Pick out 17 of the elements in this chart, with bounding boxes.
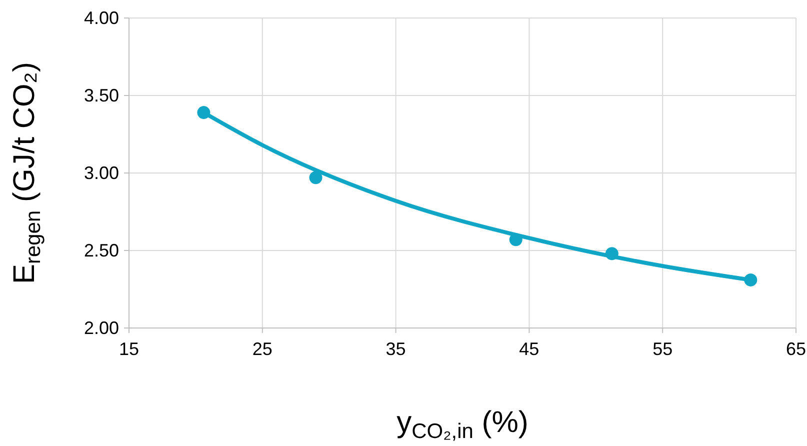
x-tick-label: 35 (386, 339, 406, 359)
x-tick-label: 45 (519, 339, 540, 359)
x-axis-title: y$_{CO₂,in}$ (%) (396, 406, 528, 444)
x-tick-label: 55 (652, 339, 673, 359)
y-tick-label: 3.00 (84, 163, 119, 183)
y-tick-label: 2.00 (84, 318, 119, 338)
y-tick-label: 3.50 (84, 86, 119, 106)
x-tick-label: 25 (252, 339, 272, 359)
x-tick-label: 65 (786, 339, 806, 359)
x-tick-label: 15 (118, 339, 140, 359)
point (309, 171, 322, 184)
point (197, 106, 210, 120)
point (605, 247, 618, 260)
point (509, 233, 522, 246)
point (744, 273, 758, 286)
y-tick-label: 4.00 (84, 8, 119, 28)
y-tick-label: 2.50 (84, 240, 119, 260)
